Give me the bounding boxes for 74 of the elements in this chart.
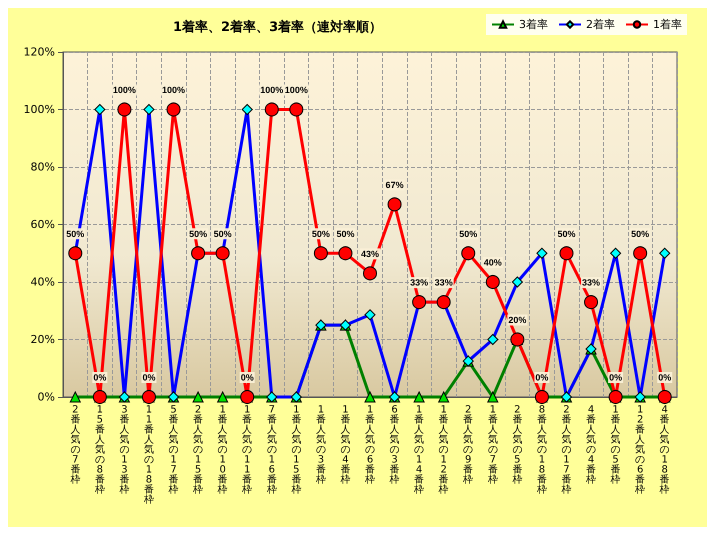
category-label: 15番人気の8番枠 [94, 404, 105, 496]
point [388, 197, 402, 212]
x-tick-label: 2番人気の5番枠 [511, 404, 522, 486]
data-label: 20% [508, 315, 526, 325]
data-label: 0% [658, 372, 672, 382]
data-label: 50% [66, 228, 84, 239]
x-tick-label: 1番人気の4番枠 [339, 404, 350, 486]
category-label: 5番人気の17番枠 [168, 404, 179, 496]
data-label: 50% [459, 228, 478, 239]
point [559, 246, 574, 260]
category-label: 2番人気の17番枠 [561, 404, 572, 496]
data-label: 50% [631, 228, 650, 239]
category-label: 1番人気の15番枠 [291, 404, 302, 496]
y-tick-label: 120% [24, 46, 55, 58]
point [338, 246, 352, 260]
data-label: 50% [557, 228, 576, 239]
data-label: 100% [112, 85, 136, 95]
x-tick-label: 1番人気の3番枠 [314, 404, 326, 486]
data-label: 0% [142, 372, 156, 382]
data-label: 50% [189, 228, 208, 239]
x-tick-label: 2番人気の7番枠 [69, 404, 80, 486]
y-tick-label: 20% [30, 333, 55, 346]
category-label: 8番人気の18番枠 [536, 404, 547, 496]
point [264, 102, 279, 116]
point [486, 275, 500, 289]
data-label: 50% [336, 228, 354, 239]
legend-label: 2着率 [586, 18, 616, 31]
category-label: 11番人気の18番枠 [144, 404, 154, 506]
category-label: 1番人気の12番枠 [438, 404, 449, 496]
point [584, 295, 598, 310]
point [633, 246, 648, 260]
category-label: 2番人気の15番枠 [193, 404, 204, 496]
category-label: 1番人気の10番枠 [218, 404, 228, 496]
category-label: 4番人気の18番枠 [660, 404, 670, 496]
data-label: 0% [535, 372, 548, 382]
y-tick-label: 80% [30, 160, 55, 174]
data-label: 100% [162, 85, 186, 95]
point [461, 246, 476, 260]
category-label: 1番人気の14番枠 [414, 404, 424, 496]
legend-label: 3着率 [519, 18, 548, 31]
category-label: 7番人気の16番枠 [266, 404, 277, 496]
data-label: 50% [214, 228, 232, 239]
point [117, 102, 132, 116]
point [289, 102, 304, 116]
x-tick-label: 6番人気の3番枠 [388, 404, 400, 486]
data-label: 43% [360, 248, 380, 259]
data-label: 33% [434, 278, 453, 288]
data-label: 40% [484, 258, 502, 268]
y-tick-label: 100% [24, 103, 55, 116]
x-tick-label: 4番人気の4番枠 [585, 404, 596, 486]
data-label: 33% [582, 278, 600, 288]
data-label: 0% [93, 372, 106, 382]
y-tick-label: 40% [30, 276, 55, 288]
y-tick-label: 0% [38, 390, 55, 404]
point [314, 246, 328, 260]
category-label: 12番人気の6番枠 [635, 404, 646, 496]
legend-label: 1着率 [653, 18, 682, 31]
data-label: 100% [284, 85, 308, 95]
data-label: 33% [410, 278, 428, 288]
x-tick-label: 1番人気の7番枠 [486, 404, 498, 486]
x-tick-label: 1番人気の6番枠 [364, 404, 375, 486]
x-tick-label: 1番人気の5番枠 [610, 404, 621, 486]
y-tick-label: 60% [30, 218, 55, 231]
category-label: 3番人気の13番枠 [119, 404, 130, 496]
data-label: 50% [312, 228, 330, 239]
point [166, 102, 181, 116]
data-label: 67% [386, 180, 404, 190]
category-label: 1番人気の11番枠 [242, 404, 252, 496]
chart-title: 1着率、2着率、3着率（連対率順） [173, 19, 382, 35]
point [363, 266, 377, 280]
data-label: 100% [260, 85, 284, 95]
data-label: 0% [240, 372, 254, 382]
x-tick-label: 2番人気の9番枠 [462, 404, 474, 486]
data-label: 0% [609, 372, 622, 382]
